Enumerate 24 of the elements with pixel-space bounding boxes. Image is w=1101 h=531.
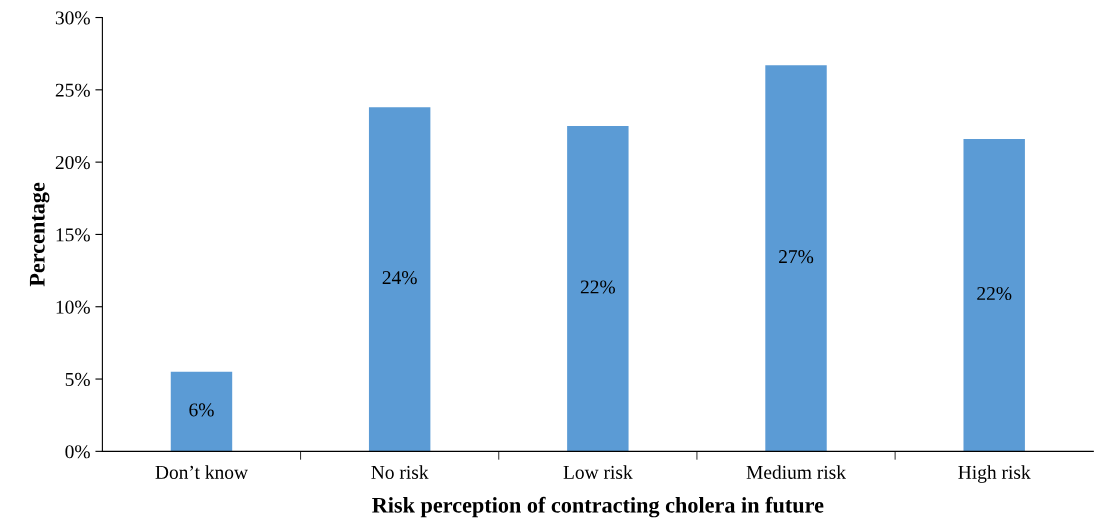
x-tick-label: High risk	[958, 465, 1031, 483]
x-tick-label: Low risk	[563, 465, 633, 479]
x-tick-label: No risk	[371, 465, 429, 479]
y-tick-label: 5%	[65, 372, 90, 387]
y-tick-label: 25%	[55, 83, 90, 97]
bar	[567, 125, 629, 452]
x-axis-title: Risk perception of contracting cholera in future	[372, 496, 824, 518]
bar	[765, 65, 827, 452]
x-tick-label: Medium risk	[746, 465, 846, 479]
bar	[963, 138, 1025, 452]
data-label: 6%	[189, 403, 214, 417]
y-tick-label: 0%	[65, 445, 90, 459]
x-tick-label: Don’t know	[155, 465, 248, 479]
data-label: 22%	[580, 280, 615, 294]
y-tick-label: 20%	[55, 155, 90, 170]
data-label: 22%	[977, 286, 1012, 301]
y-tick-label: 15%	[56, 228, 90, 242]
bar	[170, 371, 233, 452]
y-axis-title: Percentage	[29, 182, 50, 287]
y-tick-label: 30%	[55, 11, 90, 25]
data-label: 27%	[779, 250, 814, 264]
data-label: 24%	[382, 271, 417, 285]
bar	[368, 107, 431, 452]
y-tick-label: 10%	[56, 300, 90, 314]
